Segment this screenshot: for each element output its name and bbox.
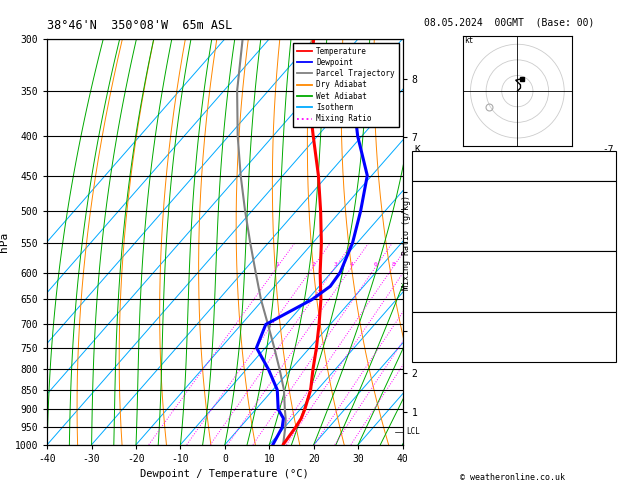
Text: 7: 7: [608, 346, 614, 355]
Text: 307: 307: [597, 206, 614, 214]
Text: CIN (J): CIN (J): [415, 235, 455, 244]
Text: 2: 2: [311, 262, 315, 267]
Text: LCL: LCL: [406, 427, 420, 436]
Text: 1.58: 1.58: [591, 165, 614, 174]
Text: θe(K): θe(K): [415, 206, 443, 214]
Y-axis label: km
ASL: km ASL: [423, 223, 440, 242]
Text: Lifted Index: Lifted Index: [415, 276, 484, 285]
Text: 8: 8: [391, 262, 395, 267]
Text: 10: 10: [603, 276, 614, 285]
Text: Temp (°C): Temp (°C): [415, 186, 466, 194]
Text: 313: 313: [597, 266, 614, 275]
Text: © weatheronline.co.uk: © weatheronline.co.uk: [460, 473, 565, 482]
Text: 13.1: 13.1: [591, 186, 614, 194]
Text: CAPE (J): CAPE (J): [415, 286, 460, 295]
Text: Most Unstable: Most Unstable: [477, 246, 552, 255]
Text: CAPE (J): CAPE (J): [415, 226, 460, 234]
Text: 38°46'N  350°08'W  65m ASL: 38°46'N 350°08'W 65m ASL: [47, 18, 233, 32]
Text: Totals Totals: Totals Totals: [415, 155, 489, 164]
Text: StmSpd (kt): StmSpd (kt): [415, 346, 478, 355]
Text: 32: 32: [603, 155, 614, 164]
Text: Hodograph: Hodograph: [488, 306, 540, 315]
Text: EH: EH: [415, 316, 426, 325]
Text: 0: 0: [608, 286, 614, 295]
Text: 0: 0: [608, 235, 614, 244]
Text: StmDir: StmDir: [415, 336, 449, 345]
Text: 925: 925: [597, 256, 614, 265]
Text: 0: 0: [608, 295, 614, 305]
X-axis label: Dewpoint / Temperature (°C): Dewpoint / Temperature (°C): [140, 469, 309, 479]
Text: SREH: SREH: [415, 326, 438, 335]
Text: 334°: 334°: [591, 336, 614, 345]
Text: 13: 13: [603, 215, 614, 225]
Text: 47: 47: [603, 316, 614, 325]
Text: 1: 1: [276, 262, 279, 267]
Y-axis label: hPa: hPa: [0, 232, 9, 252]
Text: 59: 59: [603, 326, 614, 335]
Text: 10.8: 10.8: [591, 195, 614, 205]
Text: 0: 0: [608, 226, 614, 234]
Text: 3: 3: [333, 262, 337, 267]
Text: CIN (J): CIN (J): [415, 295, 455, 305]
Text: Lifted Index: Lifted Index: [415, 215, 484, 225]
Text: Surface: Surface: [494, 175, 534, 185]
Legend: Temperature, Dewpoint, Parcel Trajectory, Dry Adiabat, Wet Adiabat, Isotherm, Mi: Temperature, Dewpoint, Parcel Trajectory…: [293, 43, 399, 127]
Text: 10: 10: [403, 262, 411, 267]
Text: 4: 4: [350, 262, 353, 267]
Text: Pressure (mb): Pressure (mb): [415, 256, 489, 265]
Text: PW (cm): PW (cm): [415, 165, 455, 174]
Text: θe (K): θe (K): [415, 266, 449, 275]
Text: Mixing Ratio (g/kg): Mixing Ratio (g/kg): [403, 195, 411, 291]
Text: K: K: [415, 145, 420, 154]
Text: 15: 15: [430, 262, 437, 267]
Text: -7: -7: [603, 145, 614, 154]
Text: 20: 20: [448, 262, 456, 267]
Text: Dewp (°C): Dewp (°C): [415, 195, 466, 205]
Text: 25: 25: [464, 262, 471, 267]
Text: 6: 6: [374, 262, 377, 267]
Text: 08.05.2024  00GMT  (Base: 00): 08.05.2024 00GMT (Base: 00): [425, 17, 594, 27]
Text: kt: kt: [464, 35, 474, 45]
